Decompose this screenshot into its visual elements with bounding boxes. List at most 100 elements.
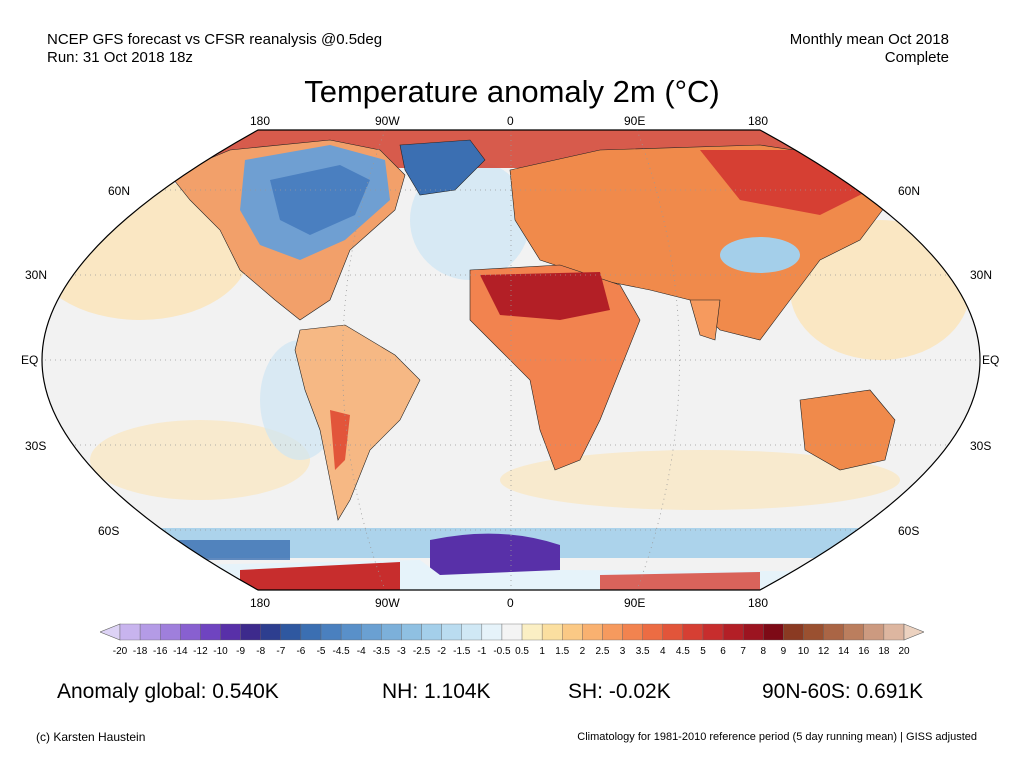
colorbar-swatch <box>562 623 583 641</box>
copyright: (c) Karsten Haustein <box>36 730 146 744</box>
colorbar-swatch <box>300 623 322 641</box>
lat-label-left: 60N <box>108 184 131 198</box>
colorbar-swatch <box>702 623 724 641</box>
colorbar <box>100 623 924 641</box>
colorbar-tick-label: -1 <box>477 646 487 657</box>
colorbar-tick-label: -3 <box>396 646 406 657</box>
colorbar-tick-label: -0.5 <box>493 646 511 657</box>
colorbar-tick-label: -18 <box>132 646 148 657</box>
climatology-note: Climatology for 1981-2010 reference peri… <box>577 731 977 743</box>
period-info: Monthly mean Oct 2018 <box>789 31 949 48</box>
map-title: Temperature anomaly 2m (°C) <box>304 74 720 109</box>
colorbar-tick-label: 16 <box>858 646 870 657</box>
colorbar-tick-label: -1.5 <box>453 646 471 657</box>
colorbar-tick-label: -12 <box>193 646 208 657</box>
south-america <box>294 324 421 521</box>
colorbar-tick-label: -8 <box>256 646 266 657</box>
colorbar-tick-label: -6 <box>296 646 306 657</box>
colorbar-swatch <box>642 623 663 641</box>
lat-label-right: 60S <box>898 524 920 538</box>
colorbar-tick-label: 20 <box>898 646 910 657</box>
lon-label-bottom: 90E <box>624 596 646 610</box>
anomaly-map <box>41 129 981 591</box>
colorbar-tick-label: 3 <box>619 646 626 657</box>
lat-label-left: 30S <box>25 439 47 453</box>
lon-label-bottom: 180 <box>250 596 271 610</box>
colorbar-swatch <box>260 623 282 641</box>
anomaly-polar: 90N-60S: 0.691K <box>762 680 924 703</box>
lon-label-top: 180 <box>250 114 271 128</box>
colorbar-tick-label: -14 <box>173 646 188 657</box>
lon-label-top: 90W <box>375 114 400 128</box>
colorbar-swatch <box>421 623 442 641</box>
colorbar-swatch <box>501 623 523 641</box>
colorbar-tick-label: 0.5 <box>515 646 529 657</box>
colorbar-tick-label: 5 <box>700 646 706 657</box>
arctic-warm-band <box>42 130 980 168</box>
colorbar-swatch <box>521 623 543 641</box>
colorbar-swatch <box>602 623 623 641</box>
colorbar-swatch <box>582 623 603 641</box>
colorbar-swatch <box>160 623 181 641</box>
anomaly-sh: SH: -0.02K <box>568 680 671 703</box>
colorbar-swatch <box>200 623 221 641</box>
lat-label-left: 60S <box>98 524 120 538</box>
colorbar-swatch <box>682 623 704 641</box>
colorbar-tick-label: -4.5 <box>332 646 350 657</box>
colorbar-tick-label: -9 <box>236 646 246 657</box>
colorbar-swatch <box>441 623 462 641</box>
status-info: Complete <box>884 49 949 66</box>
colorbar-swatch <box>240 623 261 641</box>
colorbar-tick-label: 4.5 <box>675 646 690 657</box>
colorbar-tick-label: -2.5 <box>412 646 431 657</box>
australia <box>799 389 896 471</box>
lat-label-left: EQ <box>21 353 39 367</box>
colorbar-swatch <box>340 623 362 641</box>
antarctic-cold <box>430 533 560 578</box>
colorbar-swatch <box>843 623 864 641</box>
lat-label-right: 60N <box>898 184 921 198</box>
colorbar-swatch <box>823 623 844 641</box>
lon-label-top: 90E <box>624 114 646 128</box>
colorbar-tick-label: 1.5 <box>555 646 570 657</box>
colorbar-tick-label: -10 <box>213 646 228 657</box>
lat-label-right: 30N <box>970 268 993 282</box>
colorbar-swatch <box>361 623 382 641</box>
colorbar-swatch <box>180 623 201 641</box>
colorbar-tick-label: 4 <box>659 646 666 657</box>
anomaly-global: Anomaly global: 0.540K <box>57 680 279 703</box>
colorbar-tick-label: -2 <box>437 646 447 657</box>
colorbar-swatch <box>220 623 241 641</box>
colorbar-tick-label: 18 <box>878 646 890 657</box>
colorbar-swatch <box>742 623 764 641</box>
colorbar-tick-label: -7 <box>276 646 286 657</box>
lon-label-bottom: 0 <box>507 596 514 610</box>
lat-label-right: EQ <box>982 353 1000 367</box>
colorbar-tick-label: -16 <box>152 646 168 657</box>
colorbar-swatch <box>280 623 302 641</box>
colorbar-tick-label: 12 <box>818 646 830 657</box>
colorbar-tick-label: 14 <box>838 646 850 657</box>
colorbar-swatch <box>722 623 744 641</box>
run-info: Run: 31 Oct 2018 18z <box>47 49 193 66</box>
anomaly-nh: NH: 1.104K <box>382 680 491 703</box>
lat-label-right: 30S <box>970 439 992 453</box>
colorbar-tick-label: -4 <box>356 646 366 657</box>
colorbar-swatch <box>119 623 141 641</box>
colorbar-swatch <box>883 623 905 641</box>
colorbar-min-arrow <box>100 623 121 641</box>
colorbar-tick-label: 2 <box>579 646 586 657</box>
colorbar-swatch <box>863 623 885 641</box>
africa <box>469 264 641 471</box>
colorbar-tick-label: 3.5 <box>635 646 650 657</box>
colorbar-tick-label: -3.5 <box>372 646 390 657</box>
colorbar-swatch <box>381 623 402 641</box>
colorbar-swatch <box>783 623 804 641</box>
colorbar-swatch <box>622 623 643 641</box>
lon-label-top: 0 <box>507 114 514 128</box>
colorbar-swatch <box>481 623 503 641</box>
map-frame <box>41 129 981 591</box>
colorbar-swatch <box>803 623 824 641</box>
colorbar-tick-label: 8 <box>760 646 767 657</box>
model-info: NCEP GFS forecast vs CFSR reanalysis @0.… <box>47 31 383 48</box>
